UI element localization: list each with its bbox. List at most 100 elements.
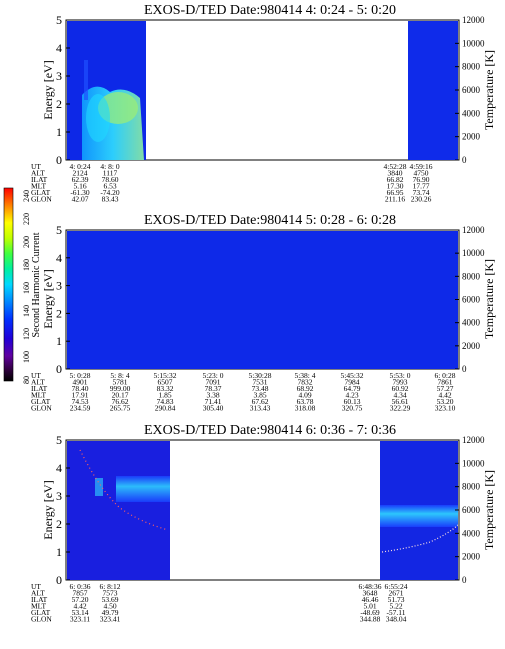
panel-3-table-cell: 6:48:36 [359,582,382,591]
panel-3-table-row-label: ALT [31,589,45,598]
panel-2-y-axis-label: Energy [eV] [41,269,55,328]
panel-2: EXOS-D/TED Date:980414 5: 0:28 - 6: 0:28… [31,213,496,413]
panel-3-table-row-label: MLT [31,602,47,611]
panel-3-table-row-label: ILAT [31,595,48,604]
panel-2-table-cell: 5:38: 4 [294,371,315,380]
panel-3-table-cell: 348.04 [386,615,407,624]
panel-1-data-segment-2 [408,21,458,160]
panel-3-table-cell: 53.69 [102,595,119,604]
panel-2-table-cell: 20.17 [112,391,129,400]
panel-2-table-cell: 83.32 [157,384,174,393]
panel-3-ytick-label: 5 [56,433,62,447]
panel-1-y2-axis-label: Temperature [K] [482,50,496,130]
panel-2-table-cell: 7091 [206,378,221,387]
panel-2-table-row-label: MLT [31,391,47,400]
panel-3-table-cell: 7573 [103,589,118,598]
panel-2-table-row-label: GLAT [31,397,51,406]
panel-3: EXOS-D/TED Date:980414 6: 0:36 - 7: 0:36… [31,423,496,624]
panel-3-table-cell: 51.73 [388,595,405,604]
panel-1-y2tick-label: 12000 [462,15,485,25]
panel-3-table-cell: 4.42 [73,602,86,611]
panel-3-ytick-label: 4 [56,461,62,475]
panel-2-table-cell: 3.38 [206,391,219,400]
panel-3-table-cell: 3648 [363,589,378,598]
panel-1-table-cell: 73.74 [413,188,430,197]
panel-3-data-segment-2 [380,441,459,580]
panel-3-y2tick-label: 8000 [462,482,481,492]
panel-3-ytick-label: 1 [56,545,62,559]
panel-1-table-row-label: GLAT [31,188,51,197]
panel-3-table-cell: 4.50 [103,602,116,611]
panel-2-table-cell: 78.40 [72,384,89,393]
panel-2-table-cell: 60.13 [344,397,361,406]
panel-3-y2tick-label: 0 [462,575,467,585]
panel-1-table-row-label: MLT [31,182,47,191]
panel-2-table-cell: 7531 [253,378,268,387]
panel-3-y2-axis-label: Temperature [K] [482,470,496,550]
panel-3-y-axis-label: Energy [eV] [41,480,55,539]
panel-1-table-row-label: GLON [31,195,52,204]
panel-3-ytick-label: 0 [56,573,62,587]
panel-1-table-cell: 4750 [414,169,429,178]
panel-3-table-cell: 5.01 [363,602,376,611]
panel-3-coordinate-table: UT 6: 0:36 6: 8:12 6:48:36 6:55:24 ALT 7857 757… [31,582,408,624]
panel-1-table-cell: 4:59:16 [410,162,433,171]
panel-1-table-cell: -61.30 [70,188,90,197]
panel-2-table-cell: 74.53 [72,397,89,406]
panel-2-table-cell: 4901 [73,378,88,387]
panel-2-table-cell: 78.37 [205,384,222,393]
panel-1-table-cell: 78.60 [102,175,119,184]
panel-2-table-cell: 313.43 [250,404,271,413]
panel-1-table-cell: 4: 0:24 [69,162,90,171]
panel-2-table-cell: 5:23: 0 [202,371,223,380]
panel-1-table-cell: 17.77 [413,182,430,191]
panel-3-table-cell: 323.41 [100,615,121,624]
panel-3-table-cell: 6: 8:12 [99,582,120,591]
panel-3-y2tick-label: 6000 [462,505,481,515]
panel-1-table-cell: 6.53 [103,182,116,191]
panel-3-table-row-label: GLON [31,615,52,624]
panel-2-table-cell: 4.42 [438,391,451,400]
panel-2-table-cell: 64.79 [344,384,361,393]
panel-3-table-cell: 344.88 [360,615,381,624]
panel-1-y2tick-label: 10000 [462,38,485,48]
panel-2-data-segment-1 [67,231,458,369]
panel-1-table-cell: 230.26 [411,195,432,204]
colorbar-tick-label: 120 [22,328,31,340]
panel-1-table-cell: 66.82 [387,175,404,184]
panel-1-table-cell: 42.07 [72,195,89,204]
panel-3-y2tick-label: 2000 [462,552,481,562]
panel-2-table-cell: 7832 [298,378,313,387]
colorbar: Second Harmonic Current 240 220 200 180 160 1… [3,187,42,384]
panel-3-title: EXOS-D/TED Date:980414 6: 0:36 - 7: 0:36 [144,423,396,438]
panel-3-table-row-label: GLAT [31,608,51,617]
panel-2-table-cell: 74.83 [157,397,174,406]
panel-1-y-axis-label: Energy [eV] [41,60,55,119]
panel-3-table-cell: 6: 0:36 [69,582,90,591]
colorbar-tick-label: 220 [22,213,31,225]
panel-2-table-cell: 53.20 [437,397,454,406]
panel-2-table-cell: 5:53: 0 [389,371,410,380]
panel-2-y2tick-label: 4000 [462,318,481,328]
panel-3-table-cell: 7857 [73,589,88,598]
panel-3-data-segment-1 [67,441,170,580]
colorbar-tick-label: 180 [22,259,31,271]
panel-1-title: EXOS-D/TED Date:980414 4: 0:24 - 5: 0:20 [144,3,396,18]
colorbar-tick-label: 200 [22,236,31,248]
panel-2-table-cell: 5: 0:28 [69,371,90,380]
panel-2-table-row-label: UT [31,371,41,380]
panel-2-table-cell: 73.48 [252,384,269,393]
panel-2-table-cell: 5781 [113,378,128,387]
panel-1-table-cell: 2124 [73,169,88,178]
panel-1-table-row-label: ALT [31,169,45,178]
panel-2-y2-axis-label: Temperature [K] [482,259,496,339]
panel-1: EXOS-D/TED Date:980414 4: 0:24 - 5: 0:20… [31,3,496,204]
panel-1-y2tick-label: 2000 [462,132,481,142]
panel-2-table-cell: 71.41 [205,397,222,406]
panel-2-table-cell: 6507 [158,378,173,387]
panel-3-ytick-label: 3 [56,489,62,503]
panel-1-table-row-label: UT [31,162,41,171]
panel-1-table-cell: 5.16 [73,182,86,191]
panel-3-table-cell: -48.69 [360,608,380,617]
colorbar-tick-label: 80 [22,376,31,384]
